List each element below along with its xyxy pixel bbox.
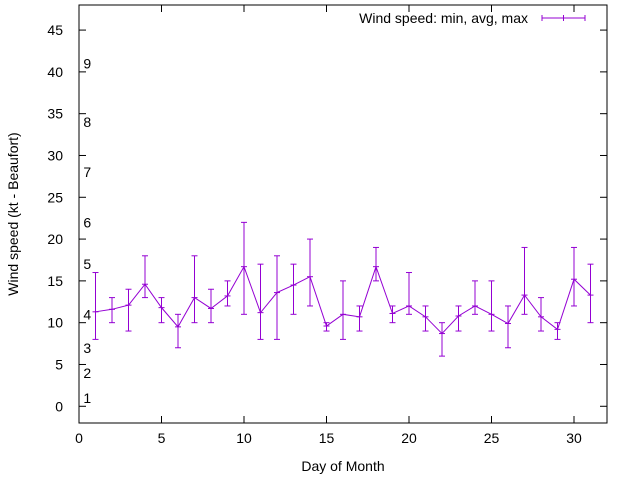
y-tick-label: 5 bbox=[55, 356, 63, 372]
beaufort-label: 3 bbox=[83, 340, 91, 356]
x-tick-label: 10 bbox=[236, 430, 252, 446]
beaufort-label: 8 bbox=[83, 114, 91, 130]
legend-label: Wind speed: min, avg, max bbox=[359, 10, 528, 26]
y-tick-label: 30 bbox=[47, 147, 63, 163]
x-tick-label: 20 bbox=[401, 430, 417, 446]
beaufort-label: 6 bbox=[83, 214, 91, 230]
beaufort-labels: 1 2 3 4 5 6 7 8 9 bbox=[83, 56, 91, 406]
beaufort-label: 9 bbox=[83, 56, 91, 72]
y-axis-label: Wind speed (kt - Beaufort) bbox=[5, 132, 21, 295]
x-axis-label: Day of Month bbox=[301, 458, 384, 474]
y-tick-label: 45 bbox=[47, 22, 63, 38]
series-wind-speed bbox=[92, 221, 594, 357]
y-tick-label: 35 bbox=[47, 106, 63, 122]
y-tick-label: 0 bbox=[55, 398, 63, 414]
x-tick-label: 5 bbox=[158, 430, 166, 446]
beaufort-label: 2 bbox=[83, 365, 91, 381]
plot-frame bbox=[78, 4, 608, 424]
beaufort-label: 1 bbox=[83, 390, 91, 406]
x-tick-label: 0 bbox=[75, 430, 83, 446]
x-tick-label: 30 bbox=[566, 430, 582, 446]
y-tick-label: 25 bbox=[47, 189, 63, 205]
beaufort-label: 4 bbox=[83, 306, 91, 322]
y-tick-label: 10 bbox=[47, 315, 63, 331]
legend: Wind speed: min, avg, max bbox=[359, 10, 586, 26]
y-tick-label: 20 bbox=[47, 231, 63, 247]
x-tick-label: 25 bbox=[484, 430, 500, 446]
x-tick-label: 15 bbox=[319, 430, 335, 446]
y-tick-label: 40 bbox=[47, 64, 63, 80]
y-tick-label: 15 bbox=[47, 273, 63, 289]
beaufort-label: 7 bbox=[83, 164, 91, 180]
beaufort-label: 5 bbox=[83, 256, 91, 272]
